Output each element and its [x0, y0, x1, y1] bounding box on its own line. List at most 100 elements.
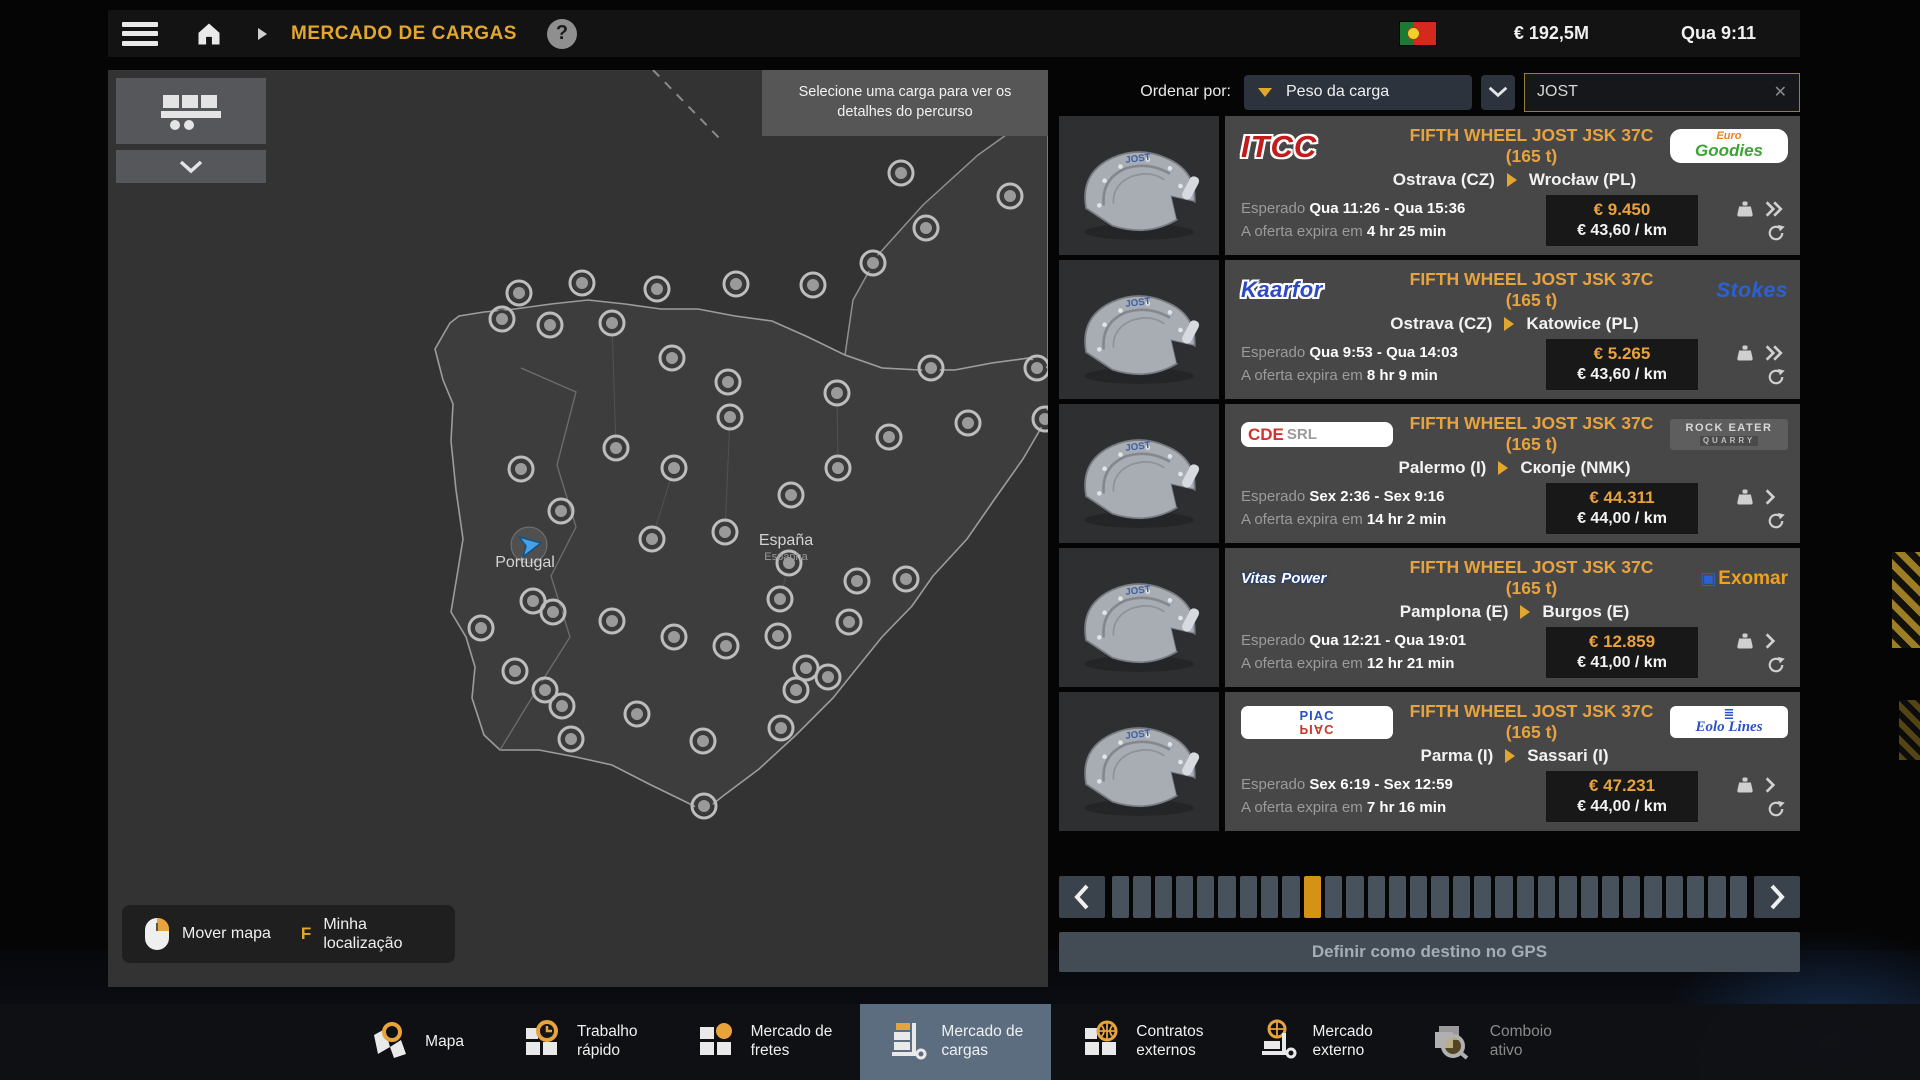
city-dot[interactable]	[716, 403, 744, 431]
page-segment[interactable]	[1112, 876, 1130, 918]
cargo-card[interactable]: JOST CDE SRL FIFTH WHEEL JOST JSK 37C (16…	[1059, 404, 1800, 543]
city-dot[interactable]	[954, 409, 982, 437]
city-dot[interactable]	[660, 454, 688, 482]
city-dot[interactable]	[766, 585, 794, 613]
nav-item-contracts[interactable]: Contratos externos	[1051, 1004, 1231, 1080]
city-dot[interactable]	[660, 623, 688, 651]
city-dot[interactable]	[1023, 354, 1048, 382]
nav-item-map[interactable]: Mapa	[340, 1004, 492, 1080]
page-segment[interactable]	[1665, 876, 1684, 918]
city-dot[interactable]	[799, 271, 827, 299]
page-segment[interactable]	[1601, 876, 1620, 918]
page-segment[interactable]	[1239, 876, 1258, 918]
page-segment[interactable]	[1708, 876, 1726, 918]
city-dot[interactable]	[814, 663, 842, 691]
city-dot[interactable]	[505, 279, 533, 307]
city-dot[interactable]	[548, 692, 576, 720]
city-dot[interactable]	[912, 214, 940, 242]
help-button[interactable]: ?	[546, 18, 577, 49]
city-dot[interactable]	[658, 344, 686, 372]
city-dot[interactable]	[712, 632, 740, 660]
city-dot[interactable]	[507, 455, 535, 483]
map-panel[interactable]: Selecione uma carga para ver os detalhes…	[108, 70, 1048, 987]
city-dot[interactable]	[519, 587, 547, 615]
collapse-panel-button[interactable]	[116, 150, 266, 183]
page-segment[interactable]	[1537, 876, 1556, 918]
city-dot[interactable]	[767, 714, 795, 742]
page-segment[interactable]	[1261, 876, 1279, 918]
city-dot[interactable]	[823, 379, 851, 407]
page-prev-button[interactable]	[1059, 876, 1105, 918]
page-segment[interactable]	[1729, 876, 1747, 918]
nav-item-clock[interactable]: Trabalho rápido	[492, 1004, 666, 1080]
page-next-button[interactable]	[1754, 876, 1800, 918]
city-dot[interactable]	[843, 567, 871, 595]
cargo-card[interactable]: JOST Vitas Power FIFTH WHEEL JOST JSK 37C…	[1059, 548, 1800, 687]
search-input[interactable]	[1535, 82, 1772, 102]
city-dot[interactable]	[531, 676, 559, 704]
city-dot[interactable]	[714, 368, 742, 396]
page-segment[interactable]	[1516, 876, 1534, 918]
page-segment[interactable]	[1154, 876, 1172, 918]
page-segment[interactable]	[1431, 876, 1449, 918]
page-segment[interactable]	[1324, 876, 1343, 918]
city-dot[interactable]	[598, 607, 626, 635]
city-dot[interactable]	[623, 700, 651, 728]
sort-dropdown[interactable]: Peso da carga	[1244, 74, 1472, 110]
city-dot[interactable]	[859, 249, 887, 277]
city-dot[interactable]	[488, 305, 516, 333]
page-segment[interactable]	[1474, 876, 1492, 918]
city-dot[interactable]	[1031, 405, 1048, 433]
trailer-filter-button[interactable]	[116, 78, 266, 144]
cargo-card[interactable]: JOST Kaarfor FIFTH WHEEL JOST JSK 37C (1…	[1059, 260, 1800, 399]
page-segment[interactable]	[1452, 876, 1471, 918]
page-segment[interactable]	[1623, 876, 1641, 918]
page-segment[interactable]	[1495, 876, 1513, 918]
city-dot[interactable]	[892, 565, 920, 593]
set-gps-destination-button[interactable]: Definir como destino no GPS	[1059, 932, 1800, 972]
home-icon[interactable]	[194, 20, 224, 48]
city-dot[interactable]	[690, 792, 718, 820]
city-dot[interactable]	[875, 423, 903, 451]
city-dot[interactable]	[547, 497, 575, 525]
city-dot[interactable]	[638, 525, 666, 553]
city-dot[interactable]	[792, 654, 820, 682]
page-segment-active[interactable]	[1303, 876, 1321, 918]
page-segment[interactable]	[1410, 876, 1428, 918]
page-segment[interactable]	[1559, 876, 1577, 918]
city-dot[interactable]	[689, 727, 717, 755]
city-dot[interactable]	[824, 454, 852, 482]
nav-item-cargo[interactable]: Mercado de cargas	[860, 1004, 1052, 1080]
page-segment[interactable]	[1346, 876, 1364, 918]
nav-item-external[interactable]: Mercado externo	[1231, 1004, 1400, 1080]
page-segment[interactable]	[1218, 876, 1236, 918]
city-dot[interactable]	[711, 518, 739, 546]
menu-icon[interactable]	[122, 19, 162, 49]
cargo-card[interactable]: JOST PIAC PIAC FIFTH WHEEL JOST JSK 37C (…	[1059, 692, 1800, 831]
city-dot[interactable]	[643, 275, 671, 303]
city-dot[interactable]	[568, 269, 596, 297]
page-segment[interactable]	[1580, 876, 1598, 918]
city-dot[interactable]	[996, 182, 1024, 210]
city-dot[interactable]	[782, 676, 810, 704]
city-dot[interactable]	[764, 622, 792, 650]
city-dot[interactable]	[917, 354, 945, 382]
city-dot[interactable]	[598, 309, 626, 337]
city-dot[interactable]	[539, 598, 567, 626]
city-dot[interactable]	[557, 725, 585, 753]
sort-dropdown-open-button[interactable]	[1481, 74, 1515, 110]
page-segment[interactable]	[1388, 876, 1407, 918]
nav-item-freight[interactable]: Mercado de fretes	[666, 1004, 861, 1080]
page-segment[interactable]	[1175, 876, 1194, 918]
city-dot[interactable]	[536, 311, 564, 339]
city-dot[interactable]	[467, 614, 495, 642]
clear-search-icon[interactable]: ✕	[1773, 84, 1787, 101]
page-segment[interactable]	[1687, 876, 1705, 918]
page-segment[interactable]	[1133, 876, 1151, 918]
page-segment[interactable]	[1644, 876, 1662, 918]
city-dot[interactable]	[722, 270, 750, 298]
city-dot[interactable]	[835, 608, 863, 636]
city-dot[interactable]	[501, 657, 529, 685]
city-dot[interactable]	[887, 159, 915, 187]
cargo-card[interactable]: JOST ITCC FIFTH WHEEL JOST JSK 37C (165 …	[1059, 116, 1800, 255]
